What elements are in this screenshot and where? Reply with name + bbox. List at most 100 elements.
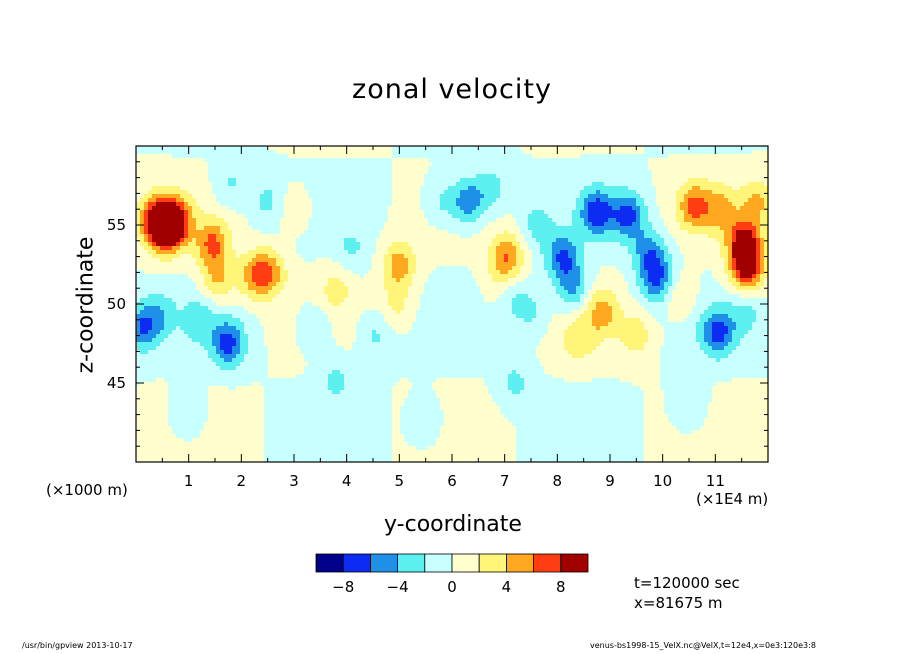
heat-cell bbox=[440, 246, 445, 251]
heat-cell bbox=[504, 214, 509, 219]
heat-cell bbox=[316, 178, 321, 183]
heat-cell bbox=[600, 150, 605, 155]
heat-cell bbox=[480, 262, 485, 267]
heat-cell bbox=[380, 198, 385, 203]
heat-cell bbox=[448, 206, 453, 211]
heat-cell bbox=[764, 158, 768, 163]
heat-cell bbox=[724, 214, 729, 219]
heat-cell bbox=[304, 262, 309, 267]
heat-cell bbox=[240, 202, 245, 207]
heat-cell bbox=[144, 242, 149, 247]
heat-cell bbox=[436, 242, 441, 247]
heat-cell bbox=[208, 186, 213, 191]
heat-cell bbox=[648, 246, 653, 251]
heat-cell bbox=[364, 194, 369, 199]
heat-cell bbox=[360, 226, 365, 231]
heat-cell bbox=[252, 202, 257, 207]
heat-cell bbox=[612, 234, 617, 239]
heat-cell bbox=[664, 254, 669, 259]
heat-cell bbox=[688, 262, 693, 267]
heat-cell bbox=[156, 154, 161, 159]
heat-cell bbox=[220, 266, 225, 271]
heat-cell bbox=[332, 150, 337, 155]
heat-cell bbox=[688, 194, 693, 199]
heat-cell bbox=[220, 242, 225, 247]
heat-cell bbox=[196, 214, 201, 219]
heat-cell bbox=[696, 182, 701, 187]
heat-cell bbox=[584, 198, 589, 203]
heat-cell bbox=[552, 226, 557, 231]
heat-cell bbox=[632, 234, 637, 239]
heat-cell bbox=[352, 230, 357, 235]
heat-cell bbox=[732, 166, 737, 171]
heat-cell bbox=[336, 154, 341, 159]
heat-cell bbox=[380, 190, 385, 195]
heat-cell bbox=[332, 254, 337, 259]
heat-cell bbox=[228, 234, 233, 239]
heat-cell bbox=[576, 198, 581, 203]
heat-cell bbox=[452, 226, 457, 231]
heat-cell bbox=[712, 154, 717, 159]
heat-cell bbox=[292, 166, 297, 171]
heat-cell bbox=[344, 262, 349, 267]
heat-cell bbox=[316, 194, 321, 199]
heat-cell bbox=[740, 238, 745, 243]
heat-cell bbox=[368, 150, 373, 155]
heat-cell bbox=[540, 146, 545, 151]
heat-cell bbox=[692, 222, 697, 227]
heat-cell bbox=[468, 262, 473, 267]
heat-cell bbox=[188, 194, 193, 199]
heat-cell bbox=[508, 234, 513, 239]
heat-cell bbox=[336, 198, 341, 203]
heat-cell bbox=[364, 186, 369, 191]
heat-cell bbox=[552, 238, 557, 243]
heat-cell bbox=[380, 146, 385, 151]
heat-cell bbox=[388, 206, 393, 211]
heat-cell bbox=[464, 234, 469, 239]
heat-cell bbox=[472, 146, 477, 151]
heat-cell bbox=[636, 154, 641, 159]
heat-cell bbox=[724, 178, 729, 183]
heat-cell bbox=[504, 258, 509, 263]
heat-cell bbox=[204, 194, 209, 199]
heat-cell bbox=[556, 150, 561, 155]
heat-cell bbox=[564, 190, 569, 195]
heat-cell bbox=[656, 146, 661, 151]
heat-cell bbox=[484, 202, 489, 207]
heat-cell bbox=[420, 266, 425, 271]
heat-cell bbox=[504, 250, 509, 255]
heat-cell bbox=[620, 186, 625, 191]
heat-cell bbox=[472, 194, 477, 199]
heat-cell bbox=[228, 198, 233, 203]
heat-cell bbox=[384, 238, 389, 243]
heat-cell bbox=[688, 218, 693, 223]
heat-cell bbox=[436, 254, 441, 259]
heat-cell bbox=[468, 162, 473, 167]
heat-cell bbox=[156, 146, 161, 151]
heat-cell bbox=[220, 190, 225, 195]
heat-cell bbox=[492, 218, 497, 223]
heat-cell bbox=[540, 206, 545, 211]
heat-cell bbox=[316, 242, 321, 247]
heat-cell bbox=[564, 162, 569, 167]
heat-cell bbox=[504, 150, 509, 155]
heat-cell bbox=[608, 206, 613, 211]
heat-cell bbox=[556, 154, 561, 159]
heat-cell bbox=[588, 166, 593, 171]
heat-cell bbox=[632, 242, 637, 247]
heat-cell bbox=[284, 222, 289, 227]
heat-cell bbox=[424, 182, 429, 187]
heat-cell bbox=[372, 206, 377, 211]
heat-cell bbox=[472, 230, 477, 235]
heat-cell bbox=[480, 214, 485, 219]
heat-cell bbox=[432, 258, 437, 263]
heat-cell bbox=[280, 222, 285, 227]
heat-cell bbox=[272, 154, 277, 159]
heat-cell bbox=[664, 226, 669, 231]
heat-cell bbox=[316, 214, 321, 219]
heat-cell bbox=[240, 210, 245, 215]
heat-cell bbox=[440, 234, 445, 239]
heat-cell bbox=[476, 182, 481, 187]
heat-cell bbox=[608, 246, 613, 251]
heat-cell bbox=[320, 174, 325, 179]
